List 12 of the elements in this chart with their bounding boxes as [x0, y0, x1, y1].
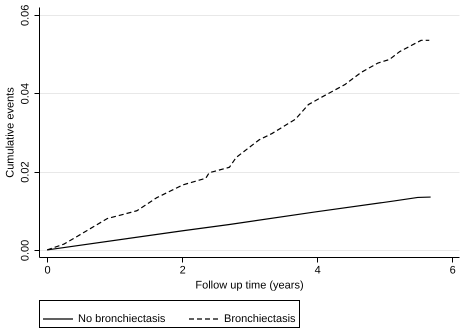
- y-tick-label: 0.02: [20, 161, 32, 183]
- y-tick-label: 0.04: [20, 82, 32, 104]
- x-tick-label: 6: [450, 264, 456, 276]
- y-axis-title: Cumulative events: [4, 86, 16, 178]
- x-axis-title: Follow up time (years): [195, 280, 304, 292]
- y-tick-label: 0.06: [20, 4, 32, 26]
- x-tick-label: 2: [180, 264, 186, 276]
- legend-label: Bronchiectasis: [224, 313, 296, 325]
- x-tick-label: 4: [314, 264, 321, 276]
- y-tick-label: 0.00: [20, 240, 32, 262]
- legend-label: No bronchiectasis: [78, 313, 166, 325]
- x-tick-label: 0: [44, 264, 51, 276]
